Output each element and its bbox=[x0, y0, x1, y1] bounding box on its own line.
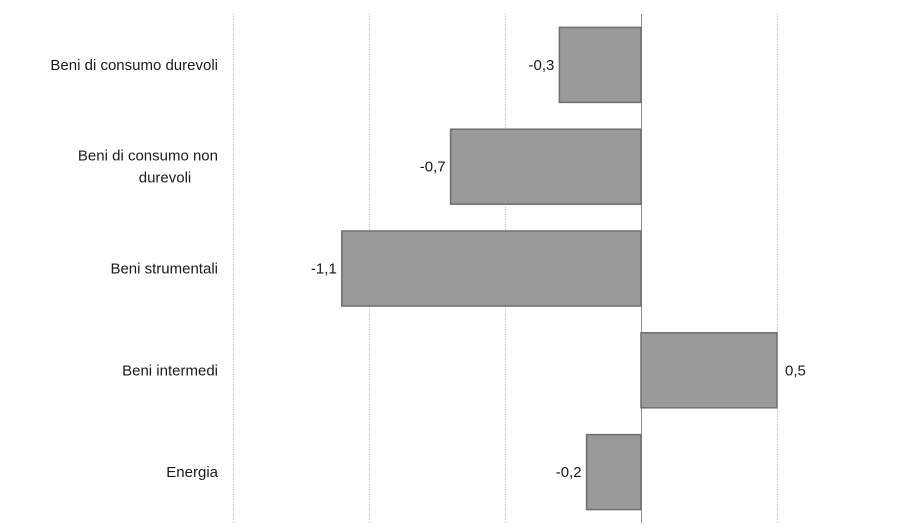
category-label: Beni strumentali bbox=[110, 261, 218, 278]
bar bbox=[585, 433, 642, 511]
category-label: Beni di consumo durevoli bbox=[50, 57, 218, 74]
category-label: Energia bbox=[166, 464, 218, 481]
data-label: -0,3 bbox=[529, 57, 555, 74]
category-label: Beni intermedi bbox=[122, 362, 218, 379]
bar bbox=[558, 26, 642, 104]
data-label: -0,7 bbox=[420, 159, 446, 176]
data-label: -1,1 bbox=[311, 261, 337, 278]
category-label: Beni di consumo non durevoli bbox=[78, 148, 218, 187]
bar bbox=[449, 128, 642, 205]
data-label: 0,5 bbox=[785, 362, 806, 379]
labels: -0,3 Beni di consumo durevoli -0,7 Beni di … bbox=[50, 57, 805, 481]
bars bbox=[341, 26, 778, 511]
data-label: -0,2 bbox=[556, 464, 582, 481]
bar bbox=[640, 332, 778, 409]
bar bbox=[341, 230, 642, 307]
